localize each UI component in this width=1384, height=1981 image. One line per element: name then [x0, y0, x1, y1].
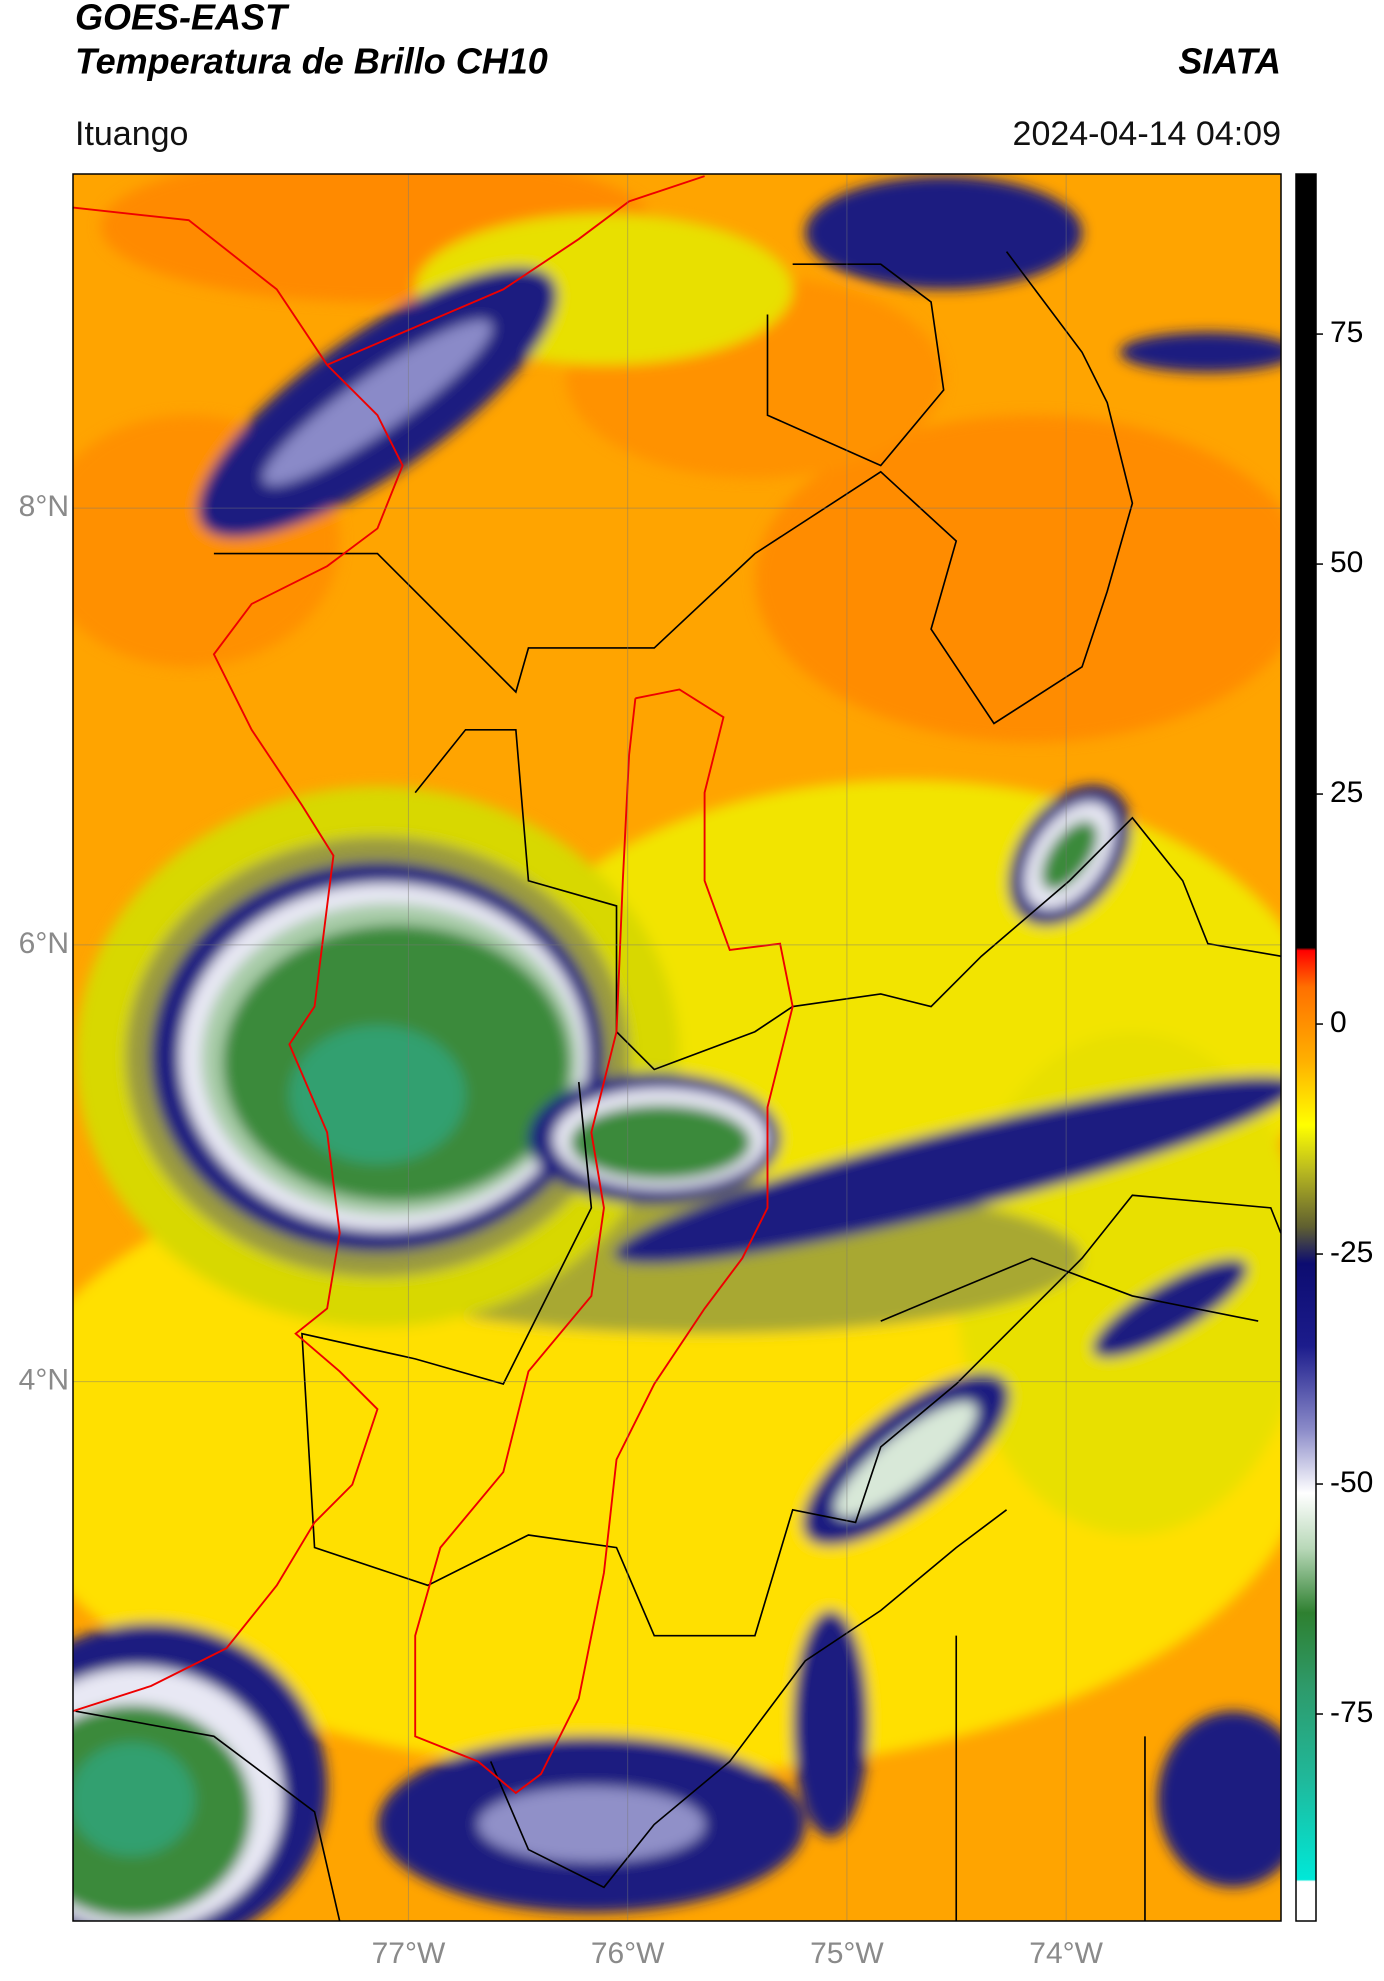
x-tick-label: 75°W — [810, 1937, 884, 1970]
colorbar-tick-label: 25 — [1330, 776, 1363, 809]
satellite-image — [73, 174, 1281, 1921]
colorbar-tick-label: -25 — [1330, 1236, 1373, 1269]
map-frame — [72, 173, 1282, 1922]
x-tick-label: 77°W — [372, 1937, 446, 1970]
x-tick-label: 76°W — [591, 1937, 665, 1970]
location: Ituango — [75, 115, 188, 153]
source: SIATA — [1178, 41, 1281, 82]
colorbar-tick-label: 50 — [1330, 546, 1363, 579]
datetime: 2024-04-14 04:09 — [1013, 115, 1281, 153]
colorbar-tick-label: -75 — [1330, 1696, 1373, 1729]
colorbar — [1295, 173, 1317, 1922]
title: GOES-EAST — [75, 0, 290, 38]
y-tick-label: 6°N — [19, 927, 69, 960]
colorbar-tick-label: 75 — [1330, 316, 1363, 349]
colorbar-tick-label: 0 — [1330, 1006, 1347, 1039]
colorbar-tick-label: -50 — [1330, 1466, 1373, 1499]
subtitle: Temperatura de Brillo CH10 — [75, 41, 548, 82]
graticule — [73, 174, 1281, 1921]
y-tick-label: 8°N — [19, 490, 69, 523]
x-tick-label: 74°W — [1029, 1937, 1103, 1970]
y-tick-label: 4°N — [19, 1364, 69, 1397]
